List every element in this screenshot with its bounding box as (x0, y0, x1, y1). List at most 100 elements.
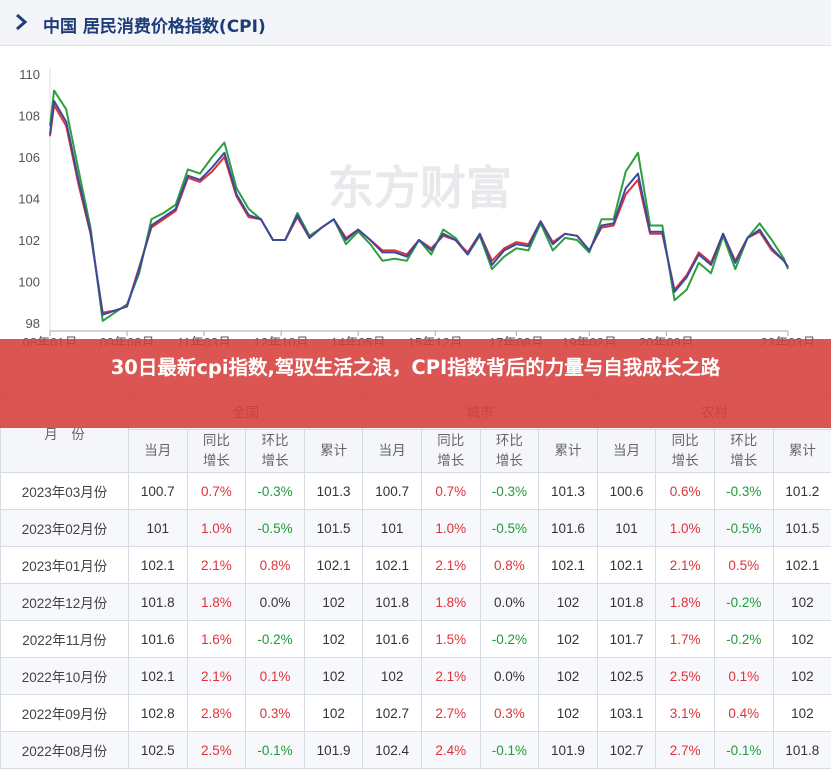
value-cell: 102 (772, 583, 831, 621)
value-cell: 101.8 (128, 583, 188, 621)
subheader-text: 环比增长 (730, 433, 758, 468)
value-cell: -0.5% (245, 509, 305, 547)
value-cell: 1.8% (420, 583, 481, 621)
value-cell: 1.0% (186, 509, 247, 547)
value-cell: 101 (128, 509, 188, 547)
value-cell: 102.1 (362, 546, 422, 584)
month-cell: 2023年01月份 (0, 546, 129, 584)
data-row: 2023年01月份 102.1 2.1% 0.8% 102.1 102.1 2.1% 0.8%… (0, 546, 831, 584)
subheader-cell: 累计 (772, 429, 831, 473)
data-row: 2022年12月份 101.8 1.8% 0.0% 102 101.8 1.8% 0.0% 10… (0, 583, 831, 621)
month-cell: 2023年03月份 (0, 472, 129, 510)
y-tick-label: 110 (19, 67, 40, 82)
value-cell: 0.7% (186, 472, 247, 510)
value-cell: 0.5% (713, 546, 774, 584)
value-cell: 102 (772, 620, 831, 658)
value-cell: 101.5 (772, 509, 831, 547)
subheader-cell: 同比增长 (420, 429, 481, 473)
value-cell: 102 (362, 657, 422, 695)
chevron-icon (16, 13, 28, 31)
y-tick-label: 98 (26, 316, 40, 331)
value-cell: 0.0% (245, 583, 305, 621)
value-cell: 3.1% (655, 694, 715, 732)
value-cell: 102.1 (538, 546, 598, 584)
value-cell: 2.1% (655, 546, 715, 584)
value-cell: 102 (538, 620, 598, 658)
data-row: 2023年03月份 100.7 0.7% -0.3% 101.3 100.7 0.7% -0.… (0, 472, 831, 510)
value-cell: 1.0% (655, 509, 715, 547)
y-tick-label: 102 (18, 233, 40, 248)
value-cell: 102.8 (128, 694, 188, 732)
month-cell: 2022年12月份 (0, 583, 129, 621)
value-cell: 101.6 (128, 620, 188, 658)
value-cell: -0.2% (245, 620, 305, 658)
y-tick-label: 108 (18, 109, 40, 124)
subheader-text: 同比增长 (437, 433, 465, 468)
value-cell: 101.9 (538, 731, 598, 769)
data-row: 2023年02月份 101 1.0% -0.5% 101.5 101 1.0% -0.5% 10… (0, 509, 831, 547)
value-cell: -0.5% (713, 509, 774, 547)
subheader-row: 当月 同比增长 环比增长 累计 当月 同比增长 环比增长 累计 当月 同比增长 环比增长 累计 (1, 429, 831, 473)
month-cell: 2023年02月份 (0, 509, 129, 547)
y-tick-label: 106 (18, 150, 40, 165)
value-cell: 102.7 (362, 694, 422, 732)
value-cell: 102 (303, 620, 364, 658)
banner-title: 30日最新cpi指数,驾驭生活之浪，CPI指数背后的力量与自我成长之路 (0, 339, 831, 428)
value-cell: 0.3% (245, 694, 305, 732)
y-tick-label: 100 (18, 275, 40, 290)
header-title: 中国 居民消费价格指数(CPI) (43, 17, 266, 37)
cpi-table: 月 份全国城市农村当月同比增长环比增长累计当月同比增长环比增长累计当月同比增长环… (0, 392, 831, 769)
value-cell: 101.9 (303, 731, 364, 769)
value-cell: 102.1 (303, 546, 364, 584)
value-cell: 101.3 (303, 472, 364, 510)
subheader-cell: 当月 (596, 429, 657, 473)
value-cell: 1.5% (420, 620, 481, 658)
header: 中国 居民消费价格指数(CPI) (0, 0, 831, 46)
subheader-cell: 同比增长 (186, 429, 247, 473)
month-cell: 2022年08月份 (0, 731, 129, 769)
value-cell: 103.1 (596, 694, 657, 732)
value-cell: 2.5% (655, 657, 715, 695)
value-cell: -0.1% (713, 731, 774, 769)
value-cell: 102.7 (596, 731, 657, 769)
subheader-cell: 累计 (303, 429, 364, 473)
value-cell: 0.6% (655, 472, 715, 510)
subheader-cell: 环比增长 (245, 429, 305, 473)
subheader-cell: 累计 (538, 429, 598, 473)
data-row: 2022年10月份 102.1 2.1% 0.1% 102 102 2.1% 0.0% 102 1… (0, 657, 831, 695)
value-cell: 101.6 (538, 509, 598, 547)
value-cell: -0.1% (479, 731, 540, 769)
value-cell: 2.7% (655, 731, 715, 769)
value-cell: -0.2% (479, 620, 540, 658)
value-cell: 102.1 (596, 546, 657, 584)
value-cell: 0.7% (420, 472, 481, 510)
value-cell: 101.8 (362, 583, 422, 621)
value-cell: 2.8% (186, 694, 247, 732)
watermark: 东方财富 (328, 162, 512, 214)
value-cell: 100.7 (362, 472, 422, 510)
subheader-text: 环比增长 (495, 433, 523, 468)
value-cell: 102.1 (772, 546, 831, 584)
value-cell: 2.1% (186, 546, 247, 584)
value-cell: 1.7% (655, 620, 715, 658)
value-cell: 2.4% (420, 731, 481, 769)
subheader-cell: 环比增长 (713, 429, 774, 473)
value-cell: -0.1% (245, 731, 305, 769)
value-cell: 2.7% (420, 694, 481, 732)
value-cell: 2.1% (420, 657, 481, 695)
value-cell: 0.0% (479, 583, 540, 621)
value-cell: 102 (303, 694, 364, 732)
value-cell: 100.6 (596, 472, 657, 510)
value-cell: 101.3 (538, 472, 598, 510)
value-cell: 102 (538, 694, 598, 732)
value-cell: 102 (772, 657, 831, 695)
y-tick-label: 104 (18, 192, 40, 207)
value-cell: 102.5 (128, 731, 188, 769)
value-cell: 0.8% (479, 546, 540, 584)
value-cell: 101.2 (772, 472, 831, 510)
data-row: 2022年11月份 101.6 1.6% -0.2% 102 101.6 1.5% -0.2%… (0, 620, 831, 658)
value-cell: 101.5 (303, 509, 364, 547)
value-cell: -0.3% (245, 472, 305, 510)
data-row: 2022年08月份 102.5 2.5% -0.1% 101.9 102.4 2.4% -0.… (0, 731, 831, 769)
value-cell: 101 (596, 509, 657, 547)
